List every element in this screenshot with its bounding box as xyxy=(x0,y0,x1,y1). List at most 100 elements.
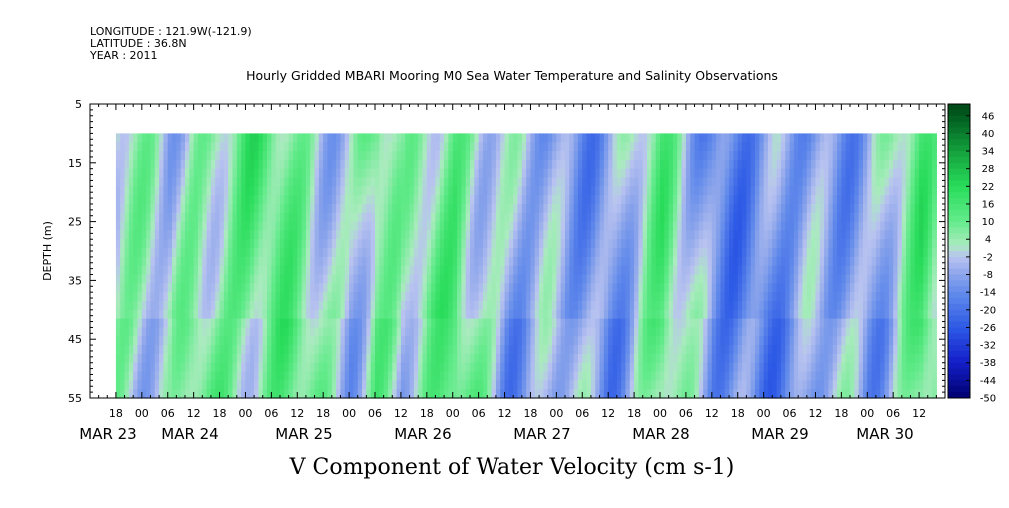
heatmap-cell xyxy=(262,151,268,161)
heatmap-cell xyxy=(284,151,290,161)
heatmap-cell xyxy=(297,345,303,355)
heatmap-cell xyxy=(815,371,821,381)
heatmap-cell xyxy=(560,239,566,249)
heatmap-cell xyxy=(569,239,575,249)
heatmap-cell xyxy=(495,177,501,187)
heatmap-cell xyxy=(133,309,139,320)
heatmap-cell xyxy=(353,380,359,390)
heatmap-cell xyxy=(685,186,691,196)
heatmap-cell xyxy=(685,230,691,240)
heatmap-cell xyxy=(569,168,575,179)
heatmap-cell xyxy=(638,159,644,170)
heatmap-cell xyxy=(491,151,497,161)
heatmap-cell xyxy=(647,230,652,240)
heatmap-cell xyxy=(146,274,152,284)
heatmap-cell xyxy=(392,177,398,187)
heatmap-cell xyxy=(746,195,752,205)
heatmap-cell xyxy=(720,248,726,258)
heatmap-cell xyxy=(552,309,557,320)
heatmap-cell xyxy=(362,353,367,364)
heatmap-cell xyxy=(647,168,652,179)
heatmap-cell xyxy=(323,274,329,284)
heatmap-cell xyxy=(232,186,238,196)
heatmap-cell xyxy=(789,177,795,187)
heatmap-cell xyxy=(444,203,450,214)
heatmap-cell xyxy=(366,371,372,381)
heatmap-cell xyxy=(772,168,778,179)
heatmap-cell xyxy=(530,353,536,364)
heatmap-cell xyxy=(405,318,411,329)
heatmap-cell xyxy=(249,151,255,161)
heatmap-cell xyxy=(392,168,398,179)
heatmap-cell xyxy=(824,309,830,320)
heatmap-cell xyxy=(819,345,825,355)
heatmap-cell xyxy=(521,292,527,302)
heatmap-cell xyxy=(180,380,186,390)
heatmap-cell xyxy=(694,380,700,390)
heatmap-cell xyxy=(599,389,605,399)
heatmap-cell xyxy=(426,203,432,214)
heatmap-cell xyxy=(759,362,765,373)
heatmap-cell xyxy=(426,389,432,399)
heatmap-cell xyxy=(539,292,545,302)
heatmap-cell xyxy=(357,168,363,179)
heatmap-cell xyxy=(824,212,830,223)
heatmap-cell xyxy=(405,389,411,399)
heatmap-cell xyxy=(711,168,717,179)
heatmap-cell xyxy=(400,203,406,214)
heatmap-cell xyxy=(720,265,726,276)
heatmap-cell xyxy=(448,353,454,364)
heatmap-cell xyxy=(327,239,333,249)
heatmap-cell xyxy=(703,203,709,214)
heatmap-cell xyxy=(556,380,562,390)
heatmap-cell xyxy=(318,177,324,187)
heatmap-cell xyxy=(154,318,160,329)
heatmap-cell xyxy=(828,371,834,381)
heatmap-cell xyxy=(517,186,523,196)
heatmap-cell xyxy=(582,336,588,346)
heatmap-cell xyxy=(521,353,527,364)
heatmap-cell xyxy=(271,283,277,293)
heatmap-cell xyxy=(815,212,821,223)
heatmap-cell xyxy=(418,142,424,152)
heatmap-cell xyxy=(141,151,147,161)
heatmap-cell xyxy=(802,300,808,311)
heatmap-cell xyxy=(318,168,324,179)
heatmap-cell xyxy=(409,256,415,267)
heatmap-cell xyxy=(785,212,791,223)
heatmap-cell xyxy=(223,371,229,381)
heatmap-cell xyxy=(297,318,303,329)
heatmap-cell xyxy=(236,292,242,302)
heatmap-cell xyxy=(824,203,830,214)
heatmap-cell xyxy=(703,168,709,179)
heatmap-cell xyxy=(331,353,337,364)
heatmap-cell xyxy=(651,221,657,232)
heatmap-cell xyxy=(370,300,376,311)
heatmap-cell xyxy=(513,380,519,390)
heatmap-cell xyxy=(439,168,445,179)
heatmap-cell xyxy=(720,230,726,240)
heatmap-cell xyxy=(366,239,372,249)
heatmap-cell xyxy=(267,168,272,179)
heatmap-cell xyxy=(457,389,462,399)
heatmap-cell xyxy=(245,380,251,390)
heatmap-cell xyxy=(495,195,501,205)
heatmap-cell xyxy=(629,380,635,390)
heatmap-cell xyxy=(465,248,471,258)
heatmap-cell xyxy=(500,248,506,258)
heatmap-cell xyxy=(703,248,709,258)
heatmap-cell xyxy=(759,151,765,161)
heatmap-cell xyxy=(331,230,337,240)
heatmap-cell xyxy=(621,186,627,196)
heatmap-cell xyxy=(461,371,467,381)
heatmap-cell xyxy=(547,336,553,346)
heatmap-cell xyxy=(197,239,203,249)
heatmap-cell xyxy=(452,283,458,293)
heatmap-cell xyxy=(698,151,704,161)
heatmap-cell xyxy=(642,186,648,196)
heatmap-cell xyxy=(811,142,817,152)
heatmap-cell xyxy=(543,230,549,240)
heatmap-cell xyxy=(474,248,480,258)
heatmap-cell xyxy=(802,230,808,240)
heatmap-cell xyxy=(694,389,700,399)
